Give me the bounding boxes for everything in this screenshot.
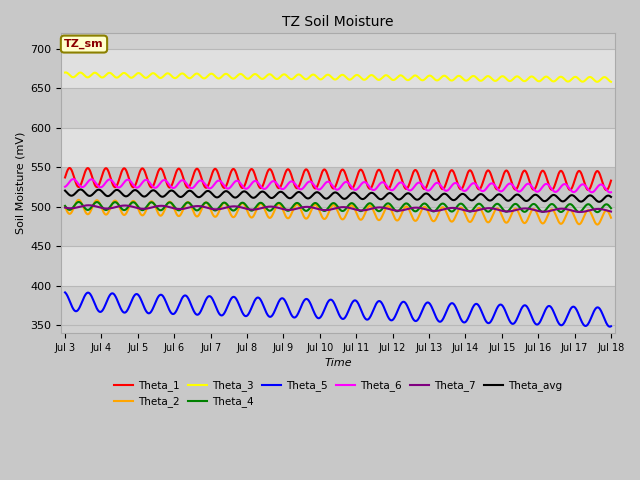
Theta_3 — [372, 75, 380, 81]
Theta_avg — [607, 194, 615, 200]
Theta_4 — [75, 199, 83, 205]
Bar — [61, 128, 614, 167]
Theta_1 — [305, 169, 312, 175]
Y-axis label: Soil Moisture (mV): Soil Moisture (mV) — [15, 132, 25, 234]
Theta_4 — [293, 200, 301, 206]
Theta_1 — [372, 171, 380, 177]
Theta_4 — [314, 202, 322, 208]
Theta_5 — [607, 324, 615, 329]
Line: Theta_7: Theta_7 — [65, 205, 611, 212]
Theta_2 — [126, 203, 134, 208]
Theta_7 — [372, 205, 380, 211]
Theta_6 — [126, 178, 134, 183]
Theta_7 — [61, 205, 69, 211]
Theta_3 — [62, 70, 70, 75]
Theta_4 — [104, 206, 111, 212]
Theta_1 — [607, 178, 615, 183]
Text: TZ_sm: TZ_sm — [64, 39, 104, 49]
Theta_7 — [607, 209, 615, 215]
Theta_6 — [293, 184, 301, 190]
Theta_avg — [314, 190, 322, 195]
Theta_2 — [75, 197, 83, 203]
Theta_7 — [314, 206, 322, 212]
Theta_avg — [104, 193, 111, 199]
Theta_3 — [314, 75, 322, 81]
Theta_5 — [125, 303, 133, 309]
Theta_7 — [293, 206, 301, 212]
Theta_5 — [304, 297, 312, 302]
Theta_3 — [293, 72, 301, 78]
Theta_2 — [314, 205, 322, 211]
Theta_avg — [372, 193, 380, 199]
Theta_2 — [594, 222, 602, 228]
Theta_1 — [293, 185, 301, 191]
Theta_3 — [607, 79, 615, 84]
Theta_7 — [576, 209, 584, 215]
Line: Theta_5: Theta_5 — [65, 292, 611, 327]
Theta_avg — [126, 191, 134, 197]
Theta_1 — [126, 179, 134, 184]
Theta_5 — [104, 297, 111, 303]
Theta_5 — [606, 324, 614, 330]
Theta_1 — [65, 165, 73, 171]
Theta_2 — [61, 204, 69, 210]
Theta_2 — [607, 215, 615, 221]
Theta_6 — [61, 184, 69, 190]
Theta_6 — [607, 190, 615, 195]
Theta_1 — [314, 181, 322, 187]
Legend: Theta_1, Theta_2, Theta_3, Theta_4, Theta_5, Theta_6, Theta_7, Theta_avg: Theta_1, Theta_2, Theta_3, Theta_4, Thet… — [114, 380, 562, 407]
Theta_5 — [293, 313, 301, 319]
Line: Theta_4: Theta_4 — [65, 202, 611, 212]
Bar — [61, 33, 614, 49]
X-axis label: Time: Time — [324, 358, 352, 368]
Theta_6 — [69, 176, 77, 182]
Theta_2 — [372, 214, 380, 220]
Theta_7 — [85, 203, 93, 208]
Theta_6 — [607, 190, 614, 195]
Theta_7 — [104, 205, 111, 211]
Line: Theta_6: Theta_6 — [65, 179, 611, 192]
Theta_4 — [61, 203, 69, 209]
Line: Theta_1: Theta_1 — [65, 168, 611, 190]
Theta_4 — [305, 207, 312, 213]
Theta_3 — [104, 71, 111, 76]
Theta_avg — [595, 199, 603, 204]
Theta_7 — [126, 203, 134, 209]
Bar — [61, 207, 614, 246]
Theta_2 — [104, 211, 111, 216]
Theta_4 — [372, 206, 380, 212]
Theta_avg — [77, 187, 84, 192]
Title: TZ Soil Moisture: TZ Soil Moisture — [282, 15, 394, 29]
Theta_avg — [305, 195, 312, 201]
Line: Theta_avg: Theta_avg — [65, 190, 611, 202]
Theta_6 — [372, 186, 380, 192]
Theta_5 — [314, 315, 322, 321]
Theta_avg — [61, 188, 69, 193]
Bar — [61, 286, 614, 333]
Theta_6 — [104, 178, 111, 183]
Theta_2 — [293, 202, 301, 207]
Theta_4 — [126, 202, 134, 207]
Line: Theta_2: Theta_2 — [65, 200, 611, 225]
Theta_6 — [305, 179, 312, 185]
Theta_2 — [305, 214, 312, 220]
Theta_6 — [314, 187, 322, 192]
Theta_3 — [305, 75, 312, 81]
Theta_5 — [61, 289, 69, 295]
Theta_7 — [305, 204, 312, 210]
Theta_4 — [594, 209, 602, 215]
Bar — [61, 49, 614, 88]
Theta_1 — [104, 167, 111, 173]
Theta_1 — [61, 175, 69, 180]
Theta_3 — [126, 74, 134, 80]
Theta_avg — [293, 190, 301, 195]
Line: Theta_3: Theta_3 — [65, 72, 611, 82]
Theta_3 — [61, 70, 69, 75]
Bar — [61, 246, 614, 286]
Bar — [61, 88, 614, 128]
Theta_5 — [372, 302, 380, 308]
Theta_1 — [603, 187, 611, 193]
Bar — [61, 167, 614, 207]
Theta_4 — [607, 205, 615, 211]
